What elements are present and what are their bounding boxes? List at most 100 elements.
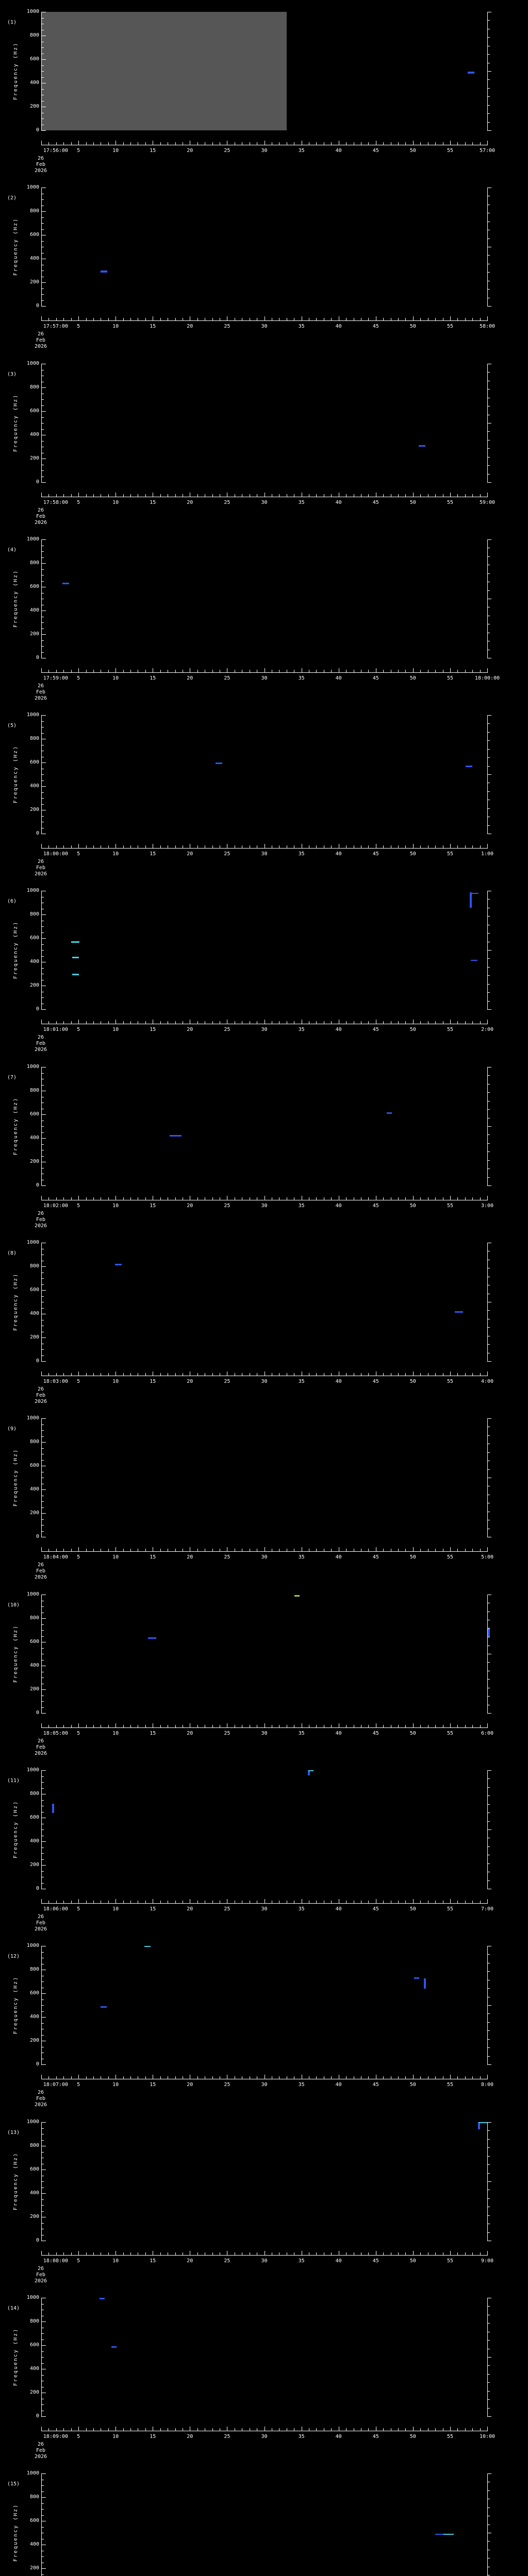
x-tick-label: 25: [224, 1906, 230, 1912]
x-tick: [450, 844, 451, 848]
x-minor-tick: [71, 494, 72, 497]
x-tick-label: 15: [150, 148, 156, 154]
y-minor-tick: [42, 1648, 44, 1649]
x-minor-tick: [130, 142, 131, 145]
x-tick: [41, 1371, 42, 1376]
x-minor-tick: [398, 2252, 399, 2255]
y-tick-label: 400: [29, 959, 39, 964]
x-minor-tick: [130, 2076, 131, 2079]
x-minor-tick: [435, 1197, 436, 1200]
x-minor-tick: [316, 1021, 317, 1024]
x-minor-tick: [108, 2076, 109, 2079]
x-tick: [487, 493, 488, 497]
x-axis-line: [41, 1727, 488, 1728]
colorbar-tick: [488, 1177, 490, 1178]
colorbar-tick: [488, 2323, 490, 2324]
x-minor-tick: [108, 2252, 109, 2255]
y-tick: [42, 1337, 46, 1338]
panel-index-label: (1): [7, 20, 17, 25]
x-minor-tick: [56, 2076, 57, 2079]
x-minor-tick: [63, 2076, 64, 2079]
x-minor-tick: [145, 2428, 146, 2431]
x-tick-label: 10: [112, 324, 119, 329]
colorbar-tick: [488, 2005, 491, 2006]
x-minor-tick: [420, 142, 421, 145]
x-tick-label: 5: [77, 1203, 80, 1209]
y-tick: [42, 1442, 46, 1443]
x-minor-tick: [472, 845, 473, 848]
x-tick-label: 20: [187, 324, 193, 329]
y-minor-tick: [42, 1525, 44, 1526]
spectral-event: [52, 1803, 55, 1814]
spectral-event: [418, 445, 425, 447]
x-tick-label: 30: [261, 1731, 268, 1736]
x-tick: [78, 316, 79, 320]
x-minor-tick: [405, 1725, 406, 1727]
y-tick-label: 600: [29, 1287, 39, 1293]
x-tick-label: 45: [372, 2082, 379, 2088]
x-minor-tick: [108, 1901, 109, 1903]
x-tick-label: 50: [409, 1203, 416, 1209]
panel-index-label: (11): [7, 1778, 20, 1784]
y-tick: [42, 282, 46, 283]
colorbar-tick: [488, 465, 490, 466]
x-minor-tick: [465, 1549, 466, 1551]
x-tick-label: 15: [150, 675, 156, 681]
y-tick: [42, 762, 46, 763]
x-minor-tick: [93, 1725, 94, 1727]
y-tick: [42, 211, 46, 212]
start-time-label: 18:09:00: [43, 2434, 69, 2439]
y-tick: [42, 1266, 46, 1267]
x-tick-label: 45: [372, 1203, 379, 1209]
x-minor-tick: [212, 670, 213, 672]
start-time-label: 18:05:00: [43, 1731, 69, 1736]
x-minor-tick: [383, 1549, 384, 1551]
y-tick: [42, 1138, 46, 1139]
x-minor-tick: [160, 1373, 161, 1376]
y-minor-tick: [42, 2556, 44, 2557]
spectral-event: [100, 2298, 105, 2299]
x-minor-tick: [331, 142, 332, 145]
end-time-label: 8:00: [481, 2082, 494, 2088]
x-minor-tick: [197, 2428, 198, 2431]
panel-index-label: (7): [7, 1075, 17, 1080]
x-minor-tick: [56, 670, 57, 672]
x-minor-tick: [63, 494, 64, 497]
x-tick: [412, 493, 414, 497]
x-tick: [41, 844, 42, 848]
x-tick: [78, 1899, 79, 1903]
y-tick: [42, 2193, 46, 2194]
x-tick-label: 15: [150, 500, 156, 505]
x-minor-tick: [48, 1373, 50, 1376]
x-minor-tick: [123, 1725, 124, 1727]
x-tick: [78, 1371, 79, 1376]
x-minor-tick: [63, 2252, 64, 2255]
x-minor-tick: [63, 1197, 64, 1200]
x-minor-tick: [435, 2428, 436, 2431]
y-tick-label: 600: [29, 584, 39, 589]
x-tick: [487, 2075, 488, 2079]
x-tick-label: 5: [77, 851, 80, 857]
panel-index-label: (14): [7, 2306, 20, 2311]
x-tick-label: 50: [409, 1027, 416, 1032]
colorbar-tick: [488, 1804, 490, 1805]
x-tick-label: 30: [261, 324, 268, 329]
x-minor-tick: [160, 318, 161, 320]
y-tick-label: 400: [29, 1135, 39, 1141]
x-minor-tick: [465, 2076, 466, 2079]
x-tick-label: 15: [150, 2082, 156, 2088]
spectral-event: [478, 2122, 487, 2123]
spectral-event: [465, 765, 472, 768]
x-minor-tick: [480, 2252, 481, 2255]
x-minor-tick: [480, 1021, 481, 1024]
y-minor-tick: [42, 926, 44, 927]
date-label: 26 Feb 2026: [34, 2442, 47, 2460]
x-tick-label: 50: [409, 2258, 416, 2264]
x-minor-tick: [212, 494, 213, 497]
x-minor-tick: [212, 1197, 213, 1200]
colorbar-tick: [488, 1344, 490, 1345]
x-tick: [78, 1547, 79, 1551]
y-minor-tick: [42, 944, 44, 945]
colorbar-tick: [488, 2030, 490, 2031]
y-minor-tick: [42, 1460, 44, 1461]
